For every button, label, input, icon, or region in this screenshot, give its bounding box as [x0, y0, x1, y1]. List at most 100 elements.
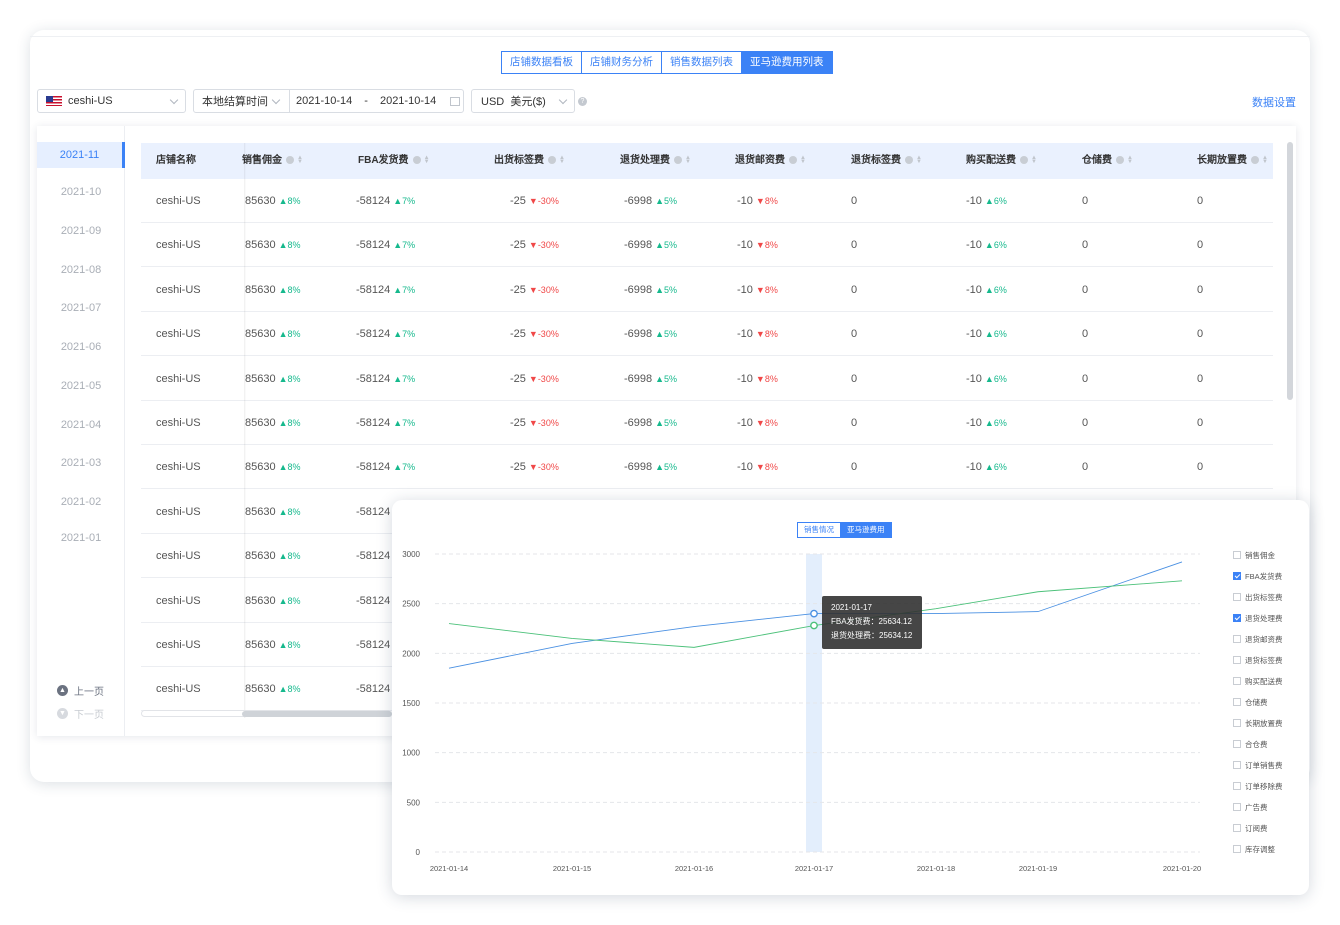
column-header-storage[interactable]: 仓储费 ▲ ▼ — [1082, 155, 1133, 166]
table-cell-fba: -58124 — [356, 623, 390, 667]
date-range-picker[interactable]: 2021-10-14 - 2021-10-14 — [290, 95, 463, 107]
checkbox-icon[interactable] — [1233, 719, 1241, 727]
legend-label: 退货邮资费 — [1245, 634, 1283, 644]
checkbox-icon[interactable] — [1233, 782, 1241, 790]
tab-sales-list[interactable]: 销售数据列表 — [661, 51, 742, 74]
currency-select[interactable]: USD 美元($) — [471, 89, 575, 113]
legend-item[interactable]: 仓储费 — [1233, 695, 1268, 709]
table-row[interactable]: ceshi-US 85630 ▲8% -58124 ▲7% -25 ▼-30% -6998 ▲5… — [141, 179, 1273, 223]
table-row[interactable]: ceshi-US 85630 ▲8% -58124 ▲7% -25 ▼-30% -6998 ▲5… — [141, 357, 1273, 401]
checkbox-icon[interactable] — [1233, 845, 1241, 853]
cell-value: 0 — [1082, 283, 1089, 296]
prev-page-button[interactable]: ▲ 上一页 — [57, 683, 104, 698]
checkbox-checked-icon[interactable] — [1233, 572, 1241, 580]
legend-item[interactable]: 出货标签费 — [1233, 590, 1283, 604]
legend-label: 订阅费 — [1245, 823, 1268, 833]
legend-item[interactable]: 广告费 — [1233, 800, 1268, 814]
checkbox-icon[interactable] — [1233, 635, 1241, 643]
month-item[interactable]: 2021-10 — [60, 186, 102, 198]
help-icon[interactable]: ? — [578, 97, 587, 106]
table-cell-long-term: 0 — [1197, 357, 1203, 401]
checkbox-icon[interactable] — [1233, 656, 1241, 664]
table-cell-long-term: 0 — [1197, 401, 1203, 445]
legend-item[interactable]: 退货标签费 — [1233, 653, 1283, 667]
column-header-return-label[interactable]: 退货标签费 ▲ ▼ — [851, 155, 922, 166]
tab-finance-analysis[interactable]: 店铺财务分析 — [581, 51, 662, 74]
legend-label: 退货标签费 — [1245, 655, 1283, 665]
y-tick-label: 0 — [416, 848, 421, 857]
legend-label: 仓储费 — [1245, 697, 1268, 707]
cell-value: 0 — [851, 417, 858, 429]
legend-item[interactable]: 销售佣金 — [1233, 548, 1275, 562]
legend-item[interactable]: 合仓费 — [1233, 737, 1268, 751]
vertical-scrollbar[interactable] — [1287, 142, 1293, 400]
month-item[interactable]: 2021-07 — [60, 302, 102, 314]
table-row[interactable]: ceshi-US 85630 ▲8% -58124 ▲7% -25 ▼-30% -6998 ▲5… — [141, 312, 1273, 357]
checkbox-checked-icon[interactable] — [1233, 614, 1241, 622]
column-header-ship-label[interactable]: 出货标签费 ▲ ▼ — [494, 155, 565, 166]
table-row[interactable]: ceshi-US 85630 ▲8% -58124 ▲7% -25 ▼-30% -6998 ▲5… — [141, 445, 1273, 490]
legend-item[interactable]: 退货处理费 — [1233, 611, 1283, 625]
change-up-badge: ▲5% — [655, 284, 678, 295]
date-end: 2021-10-14 — [379, 95, 437, 107]
tab-store-dashboard[interactable]: 店铺数据看板 — [501, 51, 582, 74]
month-item[interactable]: 2021-11 — [37, 142, 125, 168]
cell-value: -10 — [966, 283, 982, 296]
checkbox-icon[interactable] — [1233, 698, 1241, 706]
table-row[interactable]: ceshi-US 85630 ▲8% -58124 ▲7% -25 ▼-30% -6998 ▲5… — [141, 223, 1273, 268]
column-header-return-processing[interactable]: 退货处理费 ▲ ▼ — [620, 155, 691, 166]
column-header-shipping-purchase[interactable]: 购买配送费 ▲ ▼ — [966, 155, 1037, 166]
checkbox-icon[interactable] — [1233, 677, 1241, 685]
cell-value: 85630 — [245, 550, 276, 563]
tab-amazon-fees[interactable]: 亚马逊费用列表 — [741, 51, 833, 74]
legend-item[interactable]: 购买配送费 — [1233, 674, 1283, 688]
help-icon — [674, 156, 682, 164]
checkbox-icon[interactable] — [1233, 551, 1241, 559]
table-cell-long-term: 0 — [1197, 312, 1203, 356]
month-item[interactable]: 2021-09 — [60, 225, 102, 237]
horizontal-scrollbar[interactable] — [242, 711, 392, 717]
cell-value: ceshi-US — [156, 239, 201, 252]
month-item[interactable]: 2021-03 — [60, 457, 102, 469]
month-item[interactable]: 2021-06 — [60, 341, 102, 353]
data-settings-link[interactable]: 数据设置 — [1252, 97, 1296, 109]
checkbox-icon[interactable] — [1233, 740, 1241, 748]
tab-amazon-fees-chart[interactable]: 亚马逊费用 — [840, 522, 892, 538]
month-item[interactable]: 2021-05 — [60, 380, 102, 392]
change-down-badge: ▼8% — [755, 240, 778, 251]
column-header-long-term[interactable]: 长期放置费 ▲ ▼ — [1197, 155, 1268, 166]
date-type-select[interactable]: 本地结算时间 — [194, 90, 290, 112]
month-item[interactable]: 2021-01 — [60, 532, 102, 544]
fee-trend-chart[interactable]: 0 500 1000 1500 2000 2500 3000 2021-01-14 2021-0… — [392, 500, 1309, 895]
store-select[interactable]: ceshi-US — [37, 89, 186, 113]
legend-item[interactable]: FBA发货费 — [1233, 569, 1282, 583]
cell-value: -58124 — [356, 195, 391, 207]
column-header-return-postage[interactable]: 退货邮资费 ▲ ▼ — [735, 155, 806, 166]
legend-item[interactable]: 库存调整 — [1233, 842, 1275, 856]
next-page-button[interactable]: ▼ 下一页 — [57, 706, 104, 721]
cell-value: ceshi-US — [156, 195, 201, 207]
legend-item[interactable]: 退货邮资费 — [1233, 632, 1283, 646]
table-cell-long-term: 0 — [1197, 445, 1203, 489]
checkbox-icon[interactable] — [1233, 593, 1241, 601]
checkbox-icon[interactable] — [1233, 824, 1241, 832]
month-item[interactable]: 2021-04 — [60, 419, 102, 431]
table-cell-storage: 0 — [1082, 179, 1088, 223]
checkbox-icon[interactable] — [1233, 803, 1241, 811]
cell-value: -25 — [510, 283, 526, 296]
legend-label: 销售佣金 — [1245, 550, 1275, 560]
table-row[interactable]: ceshi-US 85630 ▲8% -58124 ▲7% -25 ▼-30% -6998 ▲5… — [141, 401, 1273, 445]
legend-item[interactable]: 订单销售费 — [1233, 758, 1283, 772]
cell-value: 0 — [1082, 195, 1089, 207]
checkbox-icon[interactable] — [1233, 761, 1241, 769]
legend-item[interactable]: 订单移除费 — [1233, 779, 1283, 793]
table-row[interactable]: ceshi-US 85630 ▲8% -58124 ▲7% -25 ▼-30% -6998 ▲5… — [141, 268, 1273, 312]
month-item[interactable]: 2021-02 — [60, 496, 102, 508]
legend-item[interactable]: 订阅费 — [1233, 821, 1268, 835]
cell-value: 0 — [1197, 328, 1204, 341]
table-cell-fba: -58124 — [356, 579, 390, 623]
legend-item[interactable]: 长期放置费 — [1233, 716, 1283, 730]
column-header-commission[interactable]: 销售佣金 ▲ ▼ — [242, 155, 303, 166]
column-header-fba[interactable]: FBA发货费 ▲ ▼ — [358, 155, 430, 166]
month-item[interactable]: 2021-08 — [60, 264, 102, 276]
